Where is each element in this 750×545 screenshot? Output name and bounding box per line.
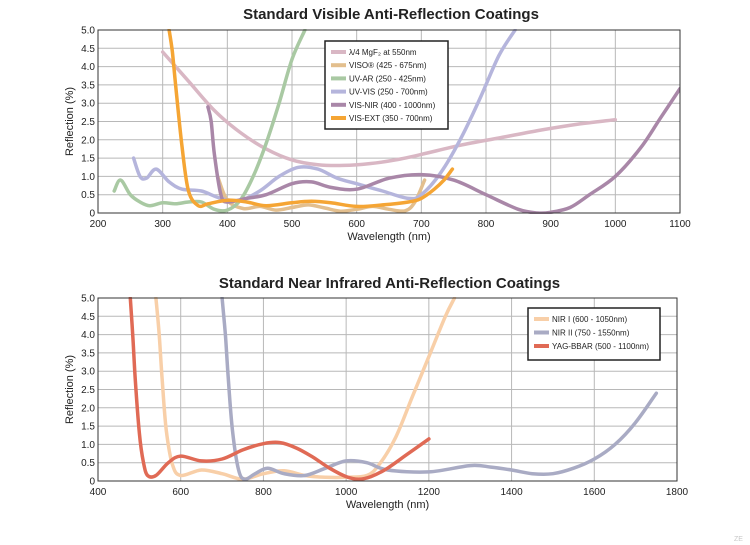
- x-tick-label: 200: [90, 219, 107, 230]
- x-tick-label: 700: [413, 219, 430, 230]
- y-tick-label: 2.5: [81, 117, 95, 128]
- y-tick-label: 4.0: [81, 330, 95, 341]
- legend: λ/4 MgF₂ at 550nm VISO® (425 - 675nm) UV-A…: [324, 40, 449, 130]
- y-tick-label: 0: [89, 209, 95, 220]
- y-tick-label: 0.5: [81, 458, 95, 469]
- plot-frame: [97, 29, 681, 214]
- x-tick-label: 1400: [500, 487, 523, 498]
- x-tick-label: 1200: [418, 487, 441, 498]
- chart-title: Standard Near Infrared Anti-Reflection C…: [219, 275, 560, 292]
- x-tick-label: 800: [478, 219, 495, 230]
- legend-label: UV-AR (250 - 425nm): [349, 74, 426, 83]
- y-tick-label: 1.0: [81, 172, 95, 183]
- y-tick-label: 0.5: [81, 190, 95, 201]
- series-line: [215, 174, 427, 213]
- series-line: [128, 297, 431, 481]
- y-tick-label: 2.5: [81, 385, 95, 396]
- legend-label: NIR I (600 - 1050nm): [552, 315, 627, 324]
- y-tick-label: 0: [89, 477, 95, 488]
- series-group: [128, 297, 659, 481]
- x-tick-label: 1000: [604, 219, 627, 230]
- y-tick-label: 3.0: [81, 367, 95, 378]
- legend: NIR I (600 - 1050nm) NIR II (750 - 1550nm…: [527, 307, 661, 361]
- x-tick-label: 1000: [335, 487, 358, 498]
- series-line: [131, 29, 517, 203]
- legend-label: YAG-BBAR (500 - 1100nm): [552, 342, 649, 351]
- x-axis-label: Wavelength (nm): [346, 499, 429, 511]
- x-tick-label: 1100: [669, 219, 691, 230]
- x-tick-label: 400: [90, 487, 107, 498]
- legend-label: VIS-EXT (350 - 700nm): [349, 114, 433, 123]
- x-tick-label: 500: [284, 219, 301, 230]
- x-tick-label: 400: [219, 219, 236, 230]
- y-axis-label: Reflection (%): [64, 355, 76, 424]
- y-axis-label: Reflection (%): [64, 87, 76, 156]
- y-tick-label: 4.5: [81, 312, 95, 323]
- x-tick-label: 800: [255, 487, 272, 498]
- legend-label: λ/4 MgF₂ at 550nm: [349, 48, 417, 57]
- series-line: [154, 297, 457, 481]
- series-line: [112, 29, 307, 213]
- x-tick-label: 1600: [583, 487, 606, 498]
- y-tick-label: 1.5: [81, 422, 95, 433]
- y-tick-label: 3.5: [81, 80, 95, 91]
- legend-box: [324, 40, 449, 130]
- y-tick-label: 5.0: [81, 26, 95, 37]
- series-line: [220, 297, 659, 481]
- y-tick-label: 2.0: [81, 403, 95, 414]
- legend-box: [527, 307, 661, 361]
- y-tick-label: 3.0: [81, 99, 95, 110]
- x-axis-label: Wavelength (nm): [347, 231, 430, 243]
- y-tick-label: 1.5: [81, 154, 95, 165]
- x-tick-label: 600: [172, 487, 189, 498]
- chart-title: Standard Visible Anti-Reflection Coating…: [243, 6, 539, 23]
- y-tick-label: 4.5: [81, 44, 95, 55]
- plot-frame: [97, 297, 678, 482]
- x-tick-label: 300: [154, 219, 171, 230]
- legend-label: VISO® (425 - 675nm): [349, 61, 427, 70]
- x-tick-label: 600: [348, 219, 365, 230]
- series-line: [160, 50, 618, 168]
- series-group: [112, 29, 680, 214]
- y-tick-label: 2.0: [81, 135, 95, 146]
- legend-label: UV-VIS (250 - 700nm): [349, 88, 428, 97]
- y-tick-label: 3.5: [81, 348, 95, 359]
- x-tick-label: 900: [542, 219, 559, 230]
- legend-label: VIS-NIR (400 - 1000nm): [349, 101, 436, 110]
- watermark: ZE: [734, 536, 743, 543]
- chart-2: Standard Near Infrared Anti-Reflection C…: [64, 275, 689, 511]
- chart-1: Standard Visible Anti-Reflection Coating…: [64, 6, 691, 243]
- legend-label: NIR II (750 - 1550nm): [552, 329, 630, 338]
- x-tick-label: 1800: [666, 487, 689, 498]
- series-line: [167, 29, 455, 209]
- y-tick-label: 4.0: [81, 62, 95, 73]
- y-tick-label: 5.0: [81, 294, 95, 305]
- y-tick-label: 1.0: [81, 440, 95, 451]
